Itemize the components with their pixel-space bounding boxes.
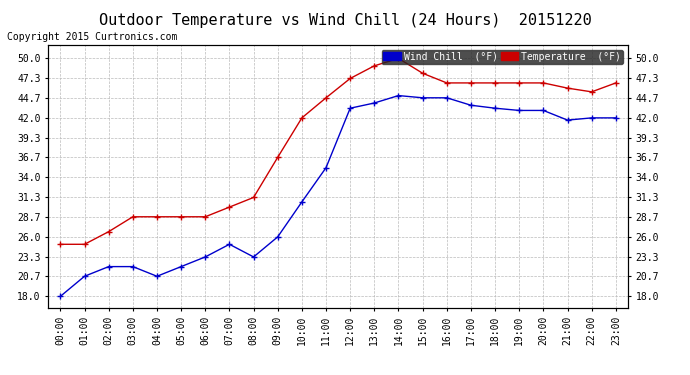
Legend: Wind Chill  (°F), Temperature  (°F): Wind Chill (°F), Temperature (°F) xyxy=(382,50,623,64)
Text: Outdoor Temperature vs Wind Chill (24 Hours)  20151220: Outdoor Temperature vs Wind Chill (24 Ho… xyxy=(99,13,591,28)
Text: Copyright 2015 Curtronics.com: Copyright 2015 Curtronics.com xyxy=(7,32,177,42)
